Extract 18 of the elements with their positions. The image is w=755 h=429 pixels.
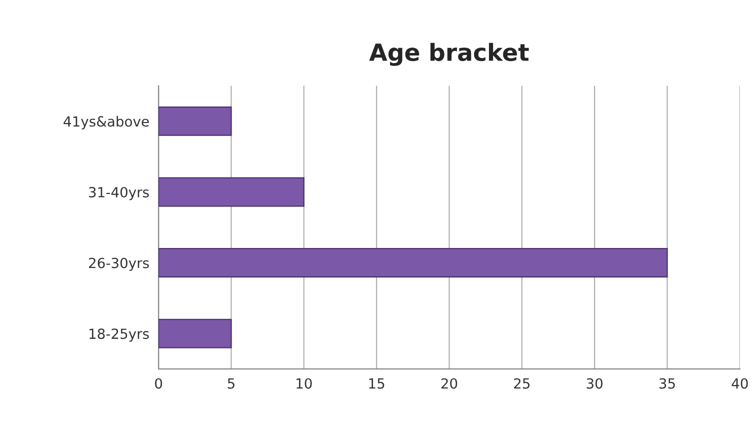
y-tick-label: 31-40yrs bbox=[89, 186, 149, 200]
x-tick-label: 15 bbox=[369, 378, 384, 389]
chart-title: Age bracket bbox=[369, 42, 529, 66]
x-tick-label: 35 bbox=[659, 378, 675, 389]
bar bbox=[158, 248, 668, 278]
x-tick-label: 0 bbox=[155, 378, 162, 389]
x-tick-label: 10 bbox=[296, 378, 312, 389]
x-tick-label: 40 bbox=[732, 378, 748, 389]
bar bbox=[158, 106, 232, 136]
x-tick-label: 5 bbox=[228, 378, 234, 389]
y-tick-label: 18-25yrs bbox=[90, 328, 149, 342]
bar bbox=[158, 177, 304, 207]
y-tick-label: 26-30yrs bbox=[89, 258, 149, 271]
x-tick-label: 30 bbox=[586, 378, 602, 389]
x-tick-label: 20 bbox=[441, 378, 458, 389]
bar bbox=[158, 318, 232, 348]
y-tick-label: 41ys&above bbox=[64, 116, 149, 130]
x-tick-label: 25 bbox=[514, 378, 530, 389]
